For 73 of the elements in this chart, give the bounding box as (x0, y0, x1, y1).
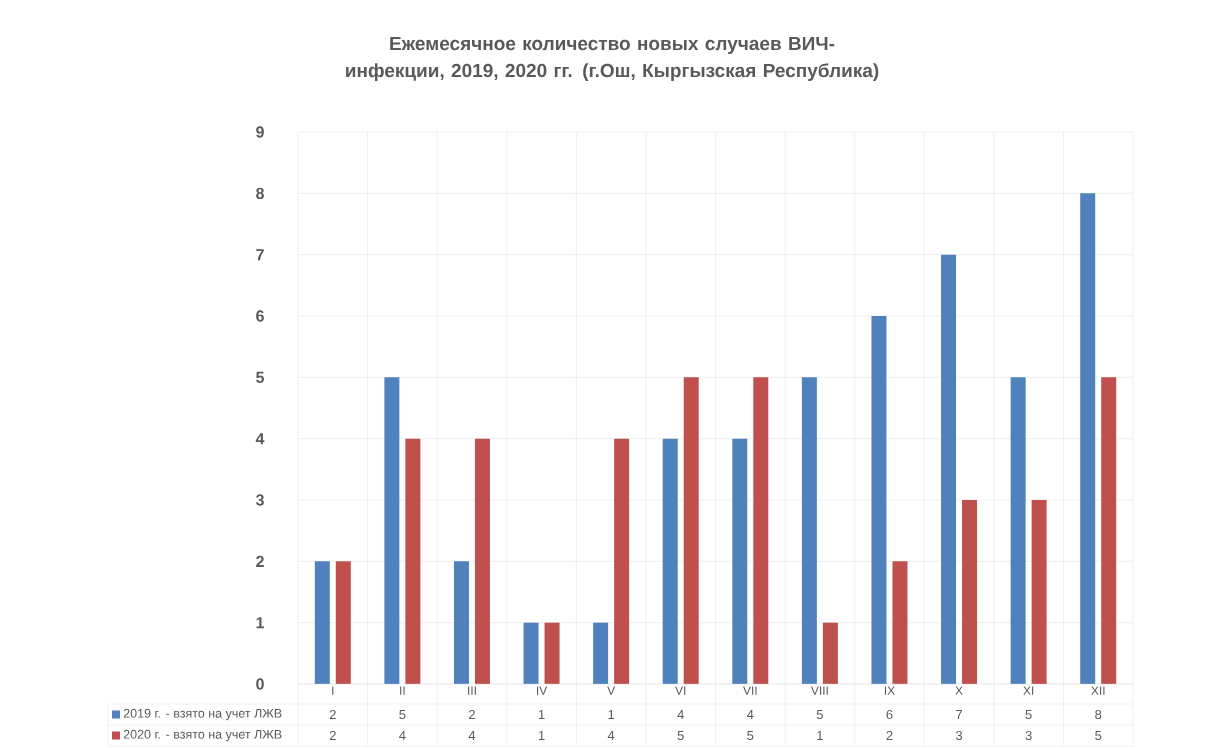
bar (405, 438, 421, 684)
data-label: 8 (1095, 709, 1102, 720)
bar (683, 377, 699, 684)
data-label: 5 (747, 730, 754, 741)
bar (732, 438, 748, 684)
data-label: 6 (886, 709, 893, 720)
data-label: 3 (955, 730, 963, 741)
data-label: 4 (468, 731, 476, 740)
y-tick-label: 2 (256, 555, 264, 567)
data-label: 2 (329, 709, 336, 720)
data-label: 4 (399, 731, 406, 740)
x-tick-label: V (607, 686, 616, 695)
bar (523, 622, 539, 684)
x-tick-label: I (332, 686, 334, 695)
x-tick-label: IV (536, 686, 548, 695)
bar (335, 561, 351, 684)
bar (822, 622, 838, 684)
x-tick-label: VII (743, 686, 757, 695)
x-tick-label: X (955, 686, 963, 695)
x-tick-label: III (468, 686, 476, 695)
x-tick-label: VI (675, 686, 686, 695)
y-tick-label: 3 (255, 494, 264, 506)
bar (544, 622, 560, 684)
data-label: 5 (1025, 709, 1032, 720)
bar (1031, 500, 1047, 684)
y-tick-label: 5 (256, 371, 265, 383)
data-label: 5 (816, 709, 823, 720)
bar (1080, 193, 1096, 684)
x-tick-label: II (400, 686, 405, 695)
bar (662, 438, 678, 684)
bar (871, 316, 887, 684)
data-label: 3 (1025, 730, 1032, 741)
data-label: 2 (886, 730, 893, 741)
x-tick-label: XII (1091, 686, 1105, 695)
data-label: 5 (1095, 730, 1102, 741)
bar (962, 500, 978, 684)
bar (892, 561, 908, 684)
y-tick-label: 6 (256, 310, 264, 322)
legend-label: 2019 г. - взято на учет ЛЖВ (123, 708, 282, 721)
bar (753, 377, 769, 684)
y-tick-label: 8 (256, 187, 264, 199)
bar (1010, 377, 1026, 684)
data-label: 1 (817, 731, 823, 740)
y-tick-label: 4 (255, 433, 265, 445)
bar (1101, 377, 1117, 684)
data-label: 5 (677, 730, 684, 741)
bar (941, 254, 957, 684)
data-label: 1 (538, 710, 545, 719)
y-tick-label: 9 (256, 126, 264, 138)
bar (453, 561, 469, 684)
legend-label: 2020 г. - взято на учет ЛЖВ (123, 729, 282, 742)
data-label: 1 (538, 731, 545, 740)
x-tick-label: IX (884, 686, 895, 695)
y-tick-label: 7 (256, 249, 264, 261)
x-tick-label: VIII (810, 686, 828, 695)
bar (614, 438, 630, 684)
data-label: 2 (329, 730, 336, 741)
chart-title: Ежемесячное количество новых случаев ВИЧ-инфекции, 2019, 2020 гг. (г.Ош, Кыргызская Республика) (346, 37, 879, 81)
data-label: 1 (608, 710, 615, 719)
x-tick-label: XI (1023, 686, 1034, 695)
bar (474, 438, 490, 684)
bar (314, 561, 330, 684)
data-label: 7 (956, 710, 963, 719)
data-label: 4 (607, 731, 615, 740)
data-label: 2 (469, 709, 475, 720)
bar (801, 377, 817, 684)
data-label: 4 (746, 710, 754, 719)
y-tick-label: 0 (256, 678, 264, 690)
y-tick-label: 1 (256, 617, 265, 629)
bar (593, 622, 609, 684)
bar (384, 377, 400, 684)
data-label: 4 (677, 710, 684, 719)
data-label: 5 (399, 709, 406, 720)
